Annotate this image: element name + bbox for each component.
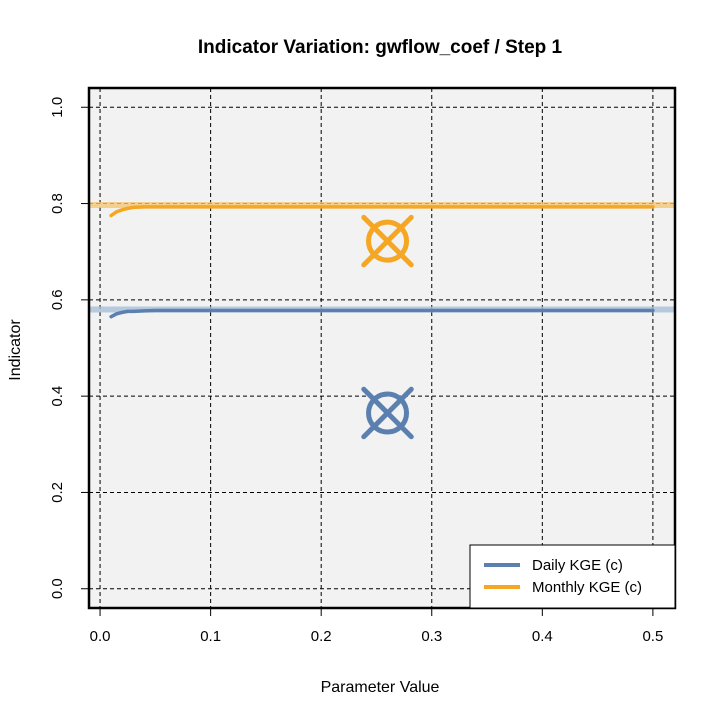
y-tick-label-1: 0.2 <box>49 482 66 503</box>
y-tick-label-0: 0.0 <box>49 578 66 599</box>
legend-label-0: Daily KGE (c) <box>532 557 623 574</box>
x-tick-label-4: 0.4 <box>532 628 553 645</box>
series-0-marker-cross-b <box>361 386 414 440</box>
y-tick-label-2: 0.4 <box>49 386 66 407</box>
y-tick-label-3: 0.6 <box>49 289 66 310</box>
y-tick-label-5: 1.0 <box>49 97 66 118</box>
x-tick-label-2: 0.2 <box>311 628 332 645</box>
y-tick-label-4: 0.8 <box>49 193 66 214</box>
x-tick-label-0: 0.0 <box>90 628 111 645</box>
x-axis: 0.0 0.1 0.2 0.3 0.4 0.5 <box>90 608 663 645</box>
series-1-marker-circle <box>366 219 410 263</box>
y-axis: 0.0 0.2 0.4 0.6 0.8 1.0 <box>49 97 89 599</box>
x-tick-label-1: 0.1 <box>200 628 221 645</box>
legend-box <box>469 544 676 609</box>
legend: Daily KGE (c) Monthly KGE (c) <box>469 544 676 609</box>
plot-frame <box>87 86 677 610</box>
series-1-marker-cross-b <box>361 214 414 268</box>
x-tick-label-5: 0.5 <box>642 628 663 645</box>
series-0-line <box>109 308 655 319</box>
plot-background <box>89 88 675 608</box>
legend-label-1: Monthly KGE (c) <box>532 579 642 596</box>
chart-title: Indicator Variation: gwflow_coef / Step … <box>198 37 563 58</box>
series-0-marker-circle <box>366 391 410 435</box>
grid <box>89 88 675 608</box>
x-axis-label: Parameter Value <box>321 679 440 696</box>
series-layer <box>89 202 675 440</box>
x-tick-label-3: 0.3 <box>421 628 442 645</box>
y-axis-label: Indicator <box>7 319 24 381</box>
series-1-line <box>109 205 655 218</box>
